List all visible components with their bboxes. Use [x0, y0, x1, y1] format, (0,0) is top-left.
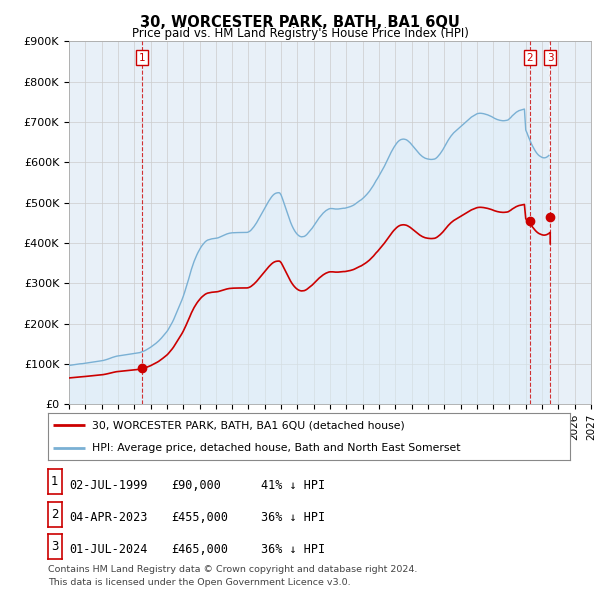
Text: £455,000: £455,000	[171, 511, 228, 524]
Text: HPI: Average price, detached house, Bath and North East Somerset: HPI: Average price, detached house, Bath…	[92, 443, 461, 453]
Text: 3: 3	[547, 53, 554, 63]
Text: 41% ↓ HPI: 41% ↓ HPI	[261, 478, 325, 491]
Text: 01-JUL-2024: 01-JUL-2024	[69, 543, 148, 556]
Text: £465,000: £465,000	[171, 543, 228, 556]
Text: 1: 1	[139, 53, 146, 63]
Text: 30, WORCESTER PARK, BATH, BA1 6QU (detached house): 30, WORCESTER PARK, BATH, BA1 6QU (detac…	[92, 420, 405, 430]
Text: 30, WORCESTER PARK, BATH, BA1 6QU: 30, WORCESTER PARK, BATH, BA1 6QU	[140, 15, 460, 30]
Text: 2: 2	[51, 508, 59, 521]
Text: 02-JUL-1999: 02-JUL-1999	[69, 478, 148, 491]
Text: 2: 2	[527, 53, 533, 63]
Text: 3: 3	[51, 540, 59, 553]
Text: This data is licensed under the Open Government Licence v3.0.: This data is licensed under the Open Gov…	[48, 578, 350, 587]
Text: 1: 1	[51, 476, 59, 489]
Text: 04-APR-2023: 04-APR-2023	[69, 511, 148, 524]
Text: Contains HM Land Registry data © Crown copyright and database right 2024.: Contains HM Land Registry data © Crown c…	[48, 565, 418, 574]
Text: 36% ↓ HPI: 36% ↓ HPI	[261, 543, 325, 556]
Text: Price paid vs. HM Land Registry's House Price Index (HPI): Price paid vs. HM Land Registry's House …	[131, 27, 469, 40]
Text: £90,000: £90,000	[171, 478, 221, 491]
Text: 36% ↓ HPI: 36% ↓ HPI	[261, 511, 325, 524]
